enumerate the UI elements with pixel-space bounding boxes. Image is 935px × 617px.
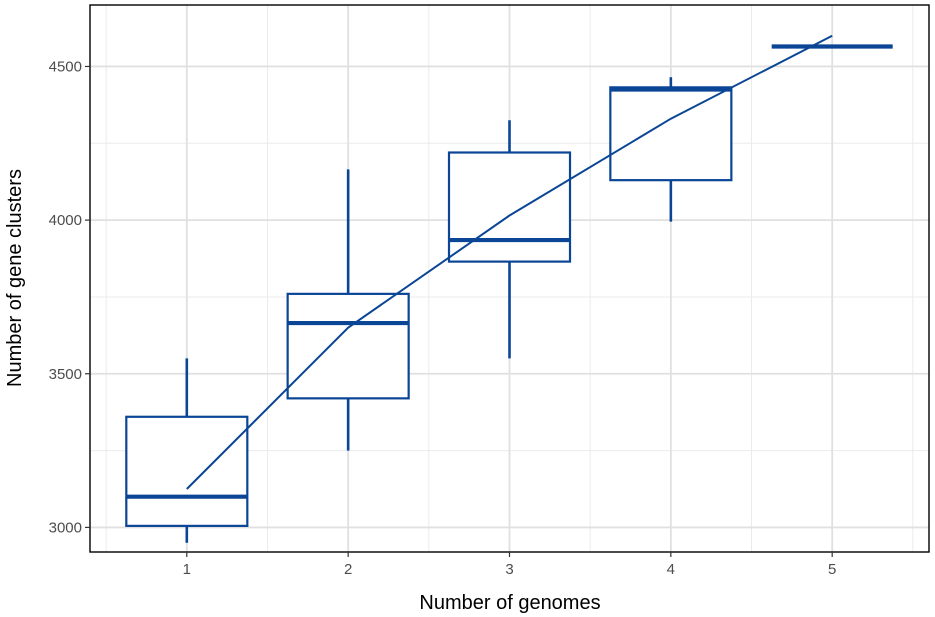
y-axis-ticks: 3000 3500 4000 4500 bbox=[49, 58, 90, 536]
x-tick-label: 3 bbox=[505, 561, 513, 578]
x-axis-ticks: 1 2 3 4 5 bbox=[183, 552, 836, 578]
x-axis-title: Number of genomes bbox=[419, 592, 600, 614]
box-body bbox=[286, 292, 410, 400]
box-body bbox=[609, 86, 733, 182]
y-tick-label: 3500 bbox=[49, 366, 82, 383]
y-tick-label: 4000 bbox=[49, 212, 82, 229]
box-plots bbox=[125, 44, 893, 543]
y-axis-title: Number of gene clusters bbox=[4, 169, 26, 387]
trend-line bbox=[186, 34, 833, 490]
x-tick-label: 5 bbox=[828, 561, 836, 578]
box-plot-1 bbox=[125, 358, 249, 543]
x-tick-label: 1 bbox=[183, 561, 191, 578]
trend-line-group bbox=[186, 34, 833, 490]
box-body bbox=[125, 415, 249, 527]
x-tick-label: 4 bbox=[667, 561, 675, 578]
box-plot-2 bbox=[286, 169, 410, 451]
box-plot-4 bbox=[609, 77, 733, 222]
box-plot-3 bbox=[447, 120, 572, 359]
y-tick-label: 3000 bbox=[49, 519, 82, 536]
y-tick-label: 4500 bbox=[49, 58, 82, 75]
x-tick-label: 2 bbox=[344, 561, 352, 578]
